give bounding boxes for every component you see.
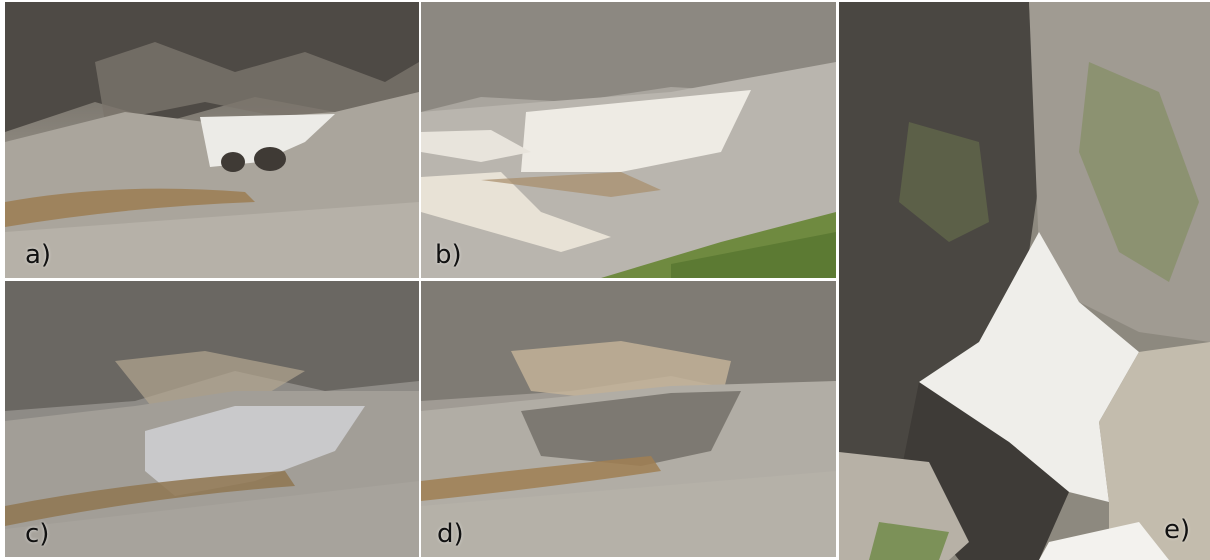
panel-label-c: c) <box>25 519 50 549</box>
photo-panel-e: e) <box>839 2 1210 560</box>
photo-panel-c: c) <box>5 281 419 557</box>
photo-b-scene <box>421 2 836 278</box>
photo-e-scene <box>839 2 1210 560</box>
photo-panel-a: a) <box>5 2 419 278</box>
photo-panel-d: d) <box>421 281 836 557</box>
photo-c-scene <box>5 281 419 557</box>
panel-label-b: b) <box>435 240 462 270</box>
photo-panel-b: b) <box>421 2 836 278</box>
panel-label-e: e) <box>1164 515 1191 545</box>
panel-label-a: a) <box>25 240 52 270</box>
photo-d-scene <box>421 281 836 557</box>
panel-label-d: d) <box>437 519 464 549</box>
photo-a-scene <box>5 2 419 278</box>
